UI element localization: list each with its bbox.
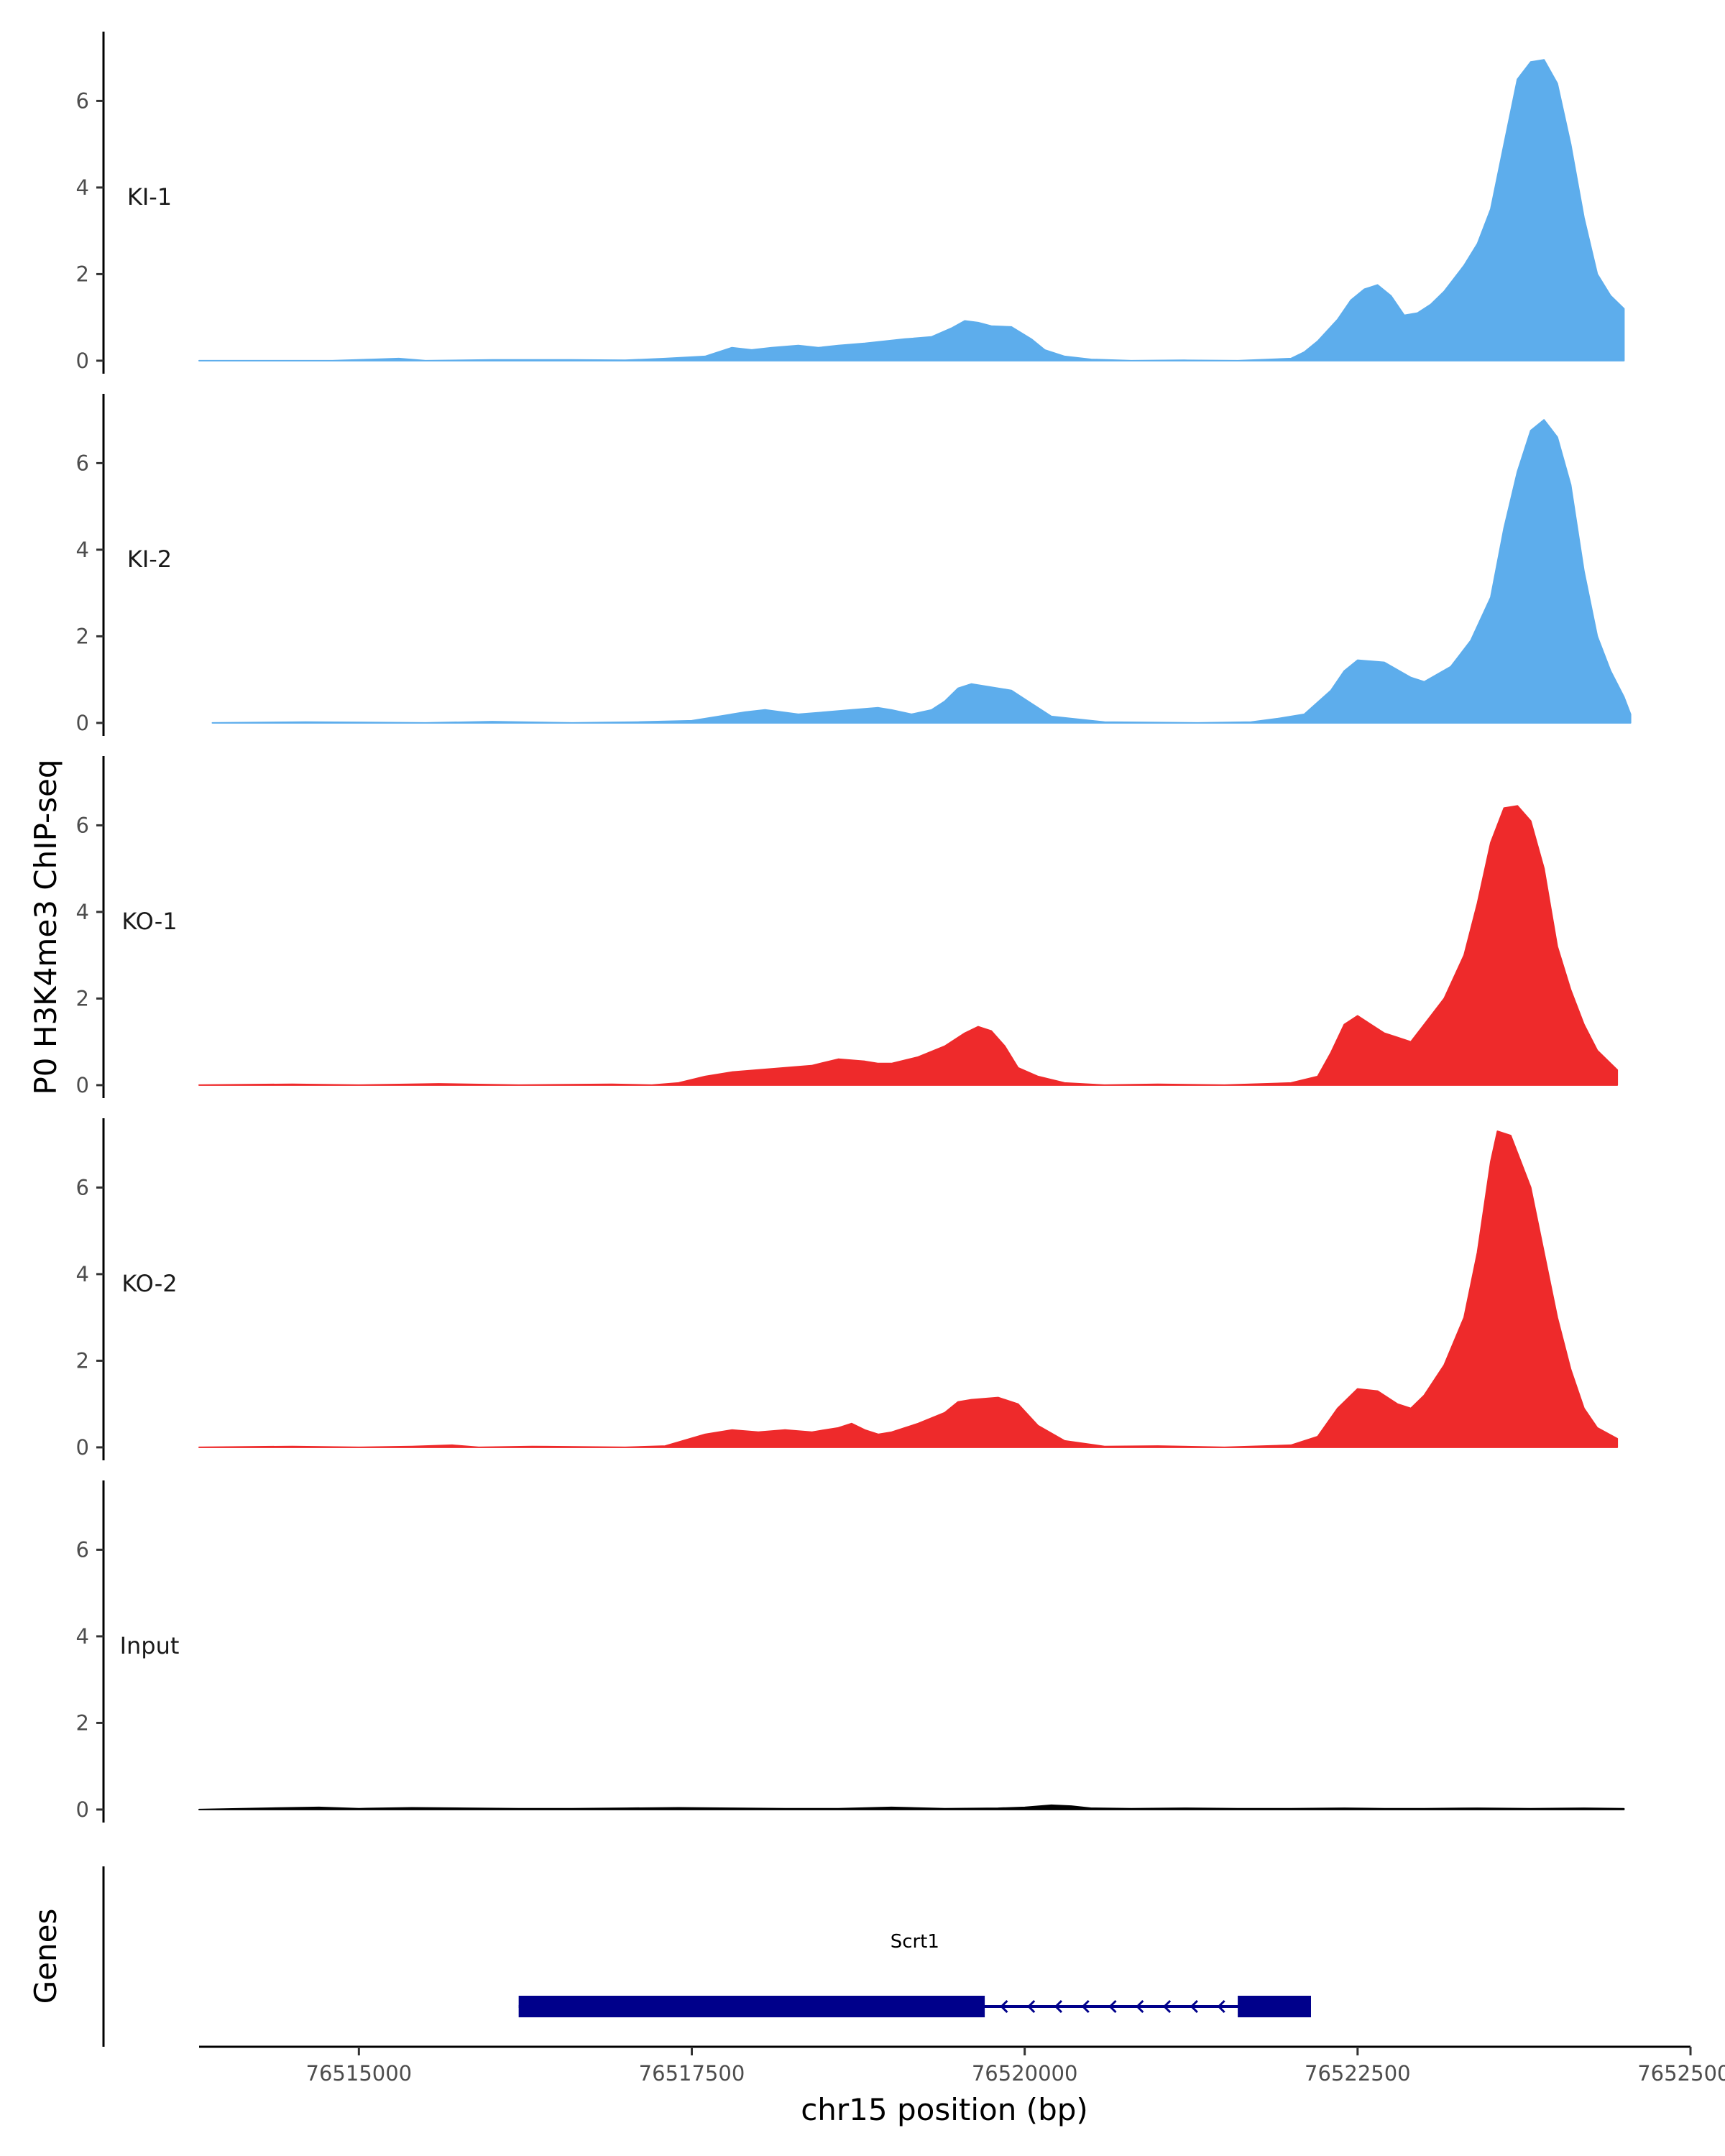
y-tick-label: 4 — [76, 1262, 89, 1286]
track-input: 0 2 4 6 Input — [76, 1480, 1625, 1823]
y-tick-label: 0 — [76, 711, 89, 735]
y-tick-label: 0 — [76, 1435, 89, 1460]
x-axis-title: chr15 position (bp) — [801, 2092, 1088, 2127]
y-tick-label: 2 — [76, 1348, 89, 1373]
signal-area-ko-2 — [198, 1130, 1619, 1448]
track-ko-1: 0 2 4 6 KO-1 — [76, 756, 1619, 1098]
signal-tracks: 0 2 4 6 KI-1 0 2 4 6 KI-2 0 2 4 6 KO-1 0 2 4 6 KO-2 0 2 4 6 Inpu… — [76, 32, 1632, 1823]
strand-arrow — [1081, 1999, 1090, 2014]
track-ki-1: 0 2 4 6 KI-1 — [76, 32, 1625, 374]
y-tick-label: 6 — [76, 88, 89, 113]
x-tick-label: 76525000 — [1637, 2061, 1725, 2086]
strand-arrow — [1162, 1999, 1172, 2014]
x-tick-label: 76522500 — [1305, 2061, 1411, 2086]
y-tick-label: 6 — [76, 1537, 89, 1562]
y-tick-label: 2 — [76, 1710, 89, 1735]
strand-arrow — [1054, 1999, 1063, 2014]
x-axis: 76515000 76517500 76520000 76522500 76525000 — [199, 2045, 1725, 2086]
x-tick-label: 76517500 — [639, 2061, 745, 2086]
x-tick-label: 76515000 — [306, 2061, 413, 2086]
y-tick-label: 2 — [76, 624, 89, 648]
y-tick-label: 2 — [76, 262, 89, 286]
genes-panel: Genes Scrt1 — [28, 1866, 1311, 2047]
gene-label: Scrt1 — [891, 1931, 939, 1953]
strand-arrow — [1000, 1999, 1008, 2014]
y-tick-label: 4 — [76, 1624, 89, 1649]
track-label: KI-2 — [127, 545, 172, 573]
x-tick-label: 76520000 — [972, 2061, 1078, 2086]
y-tick-label: 6 — [76, 813, 89, 837]
track-ko-2: 0 2 4 6 KO-2 — [76, 1118, 1619, 1460]
strand-arrow — [1027, 1999, 1036, 2014]
y-axis-title: P0 H3K4me3 ChIP-seq — [28, 759, 63, 1095]
strand-arrow — [1136, 1999, 1144, 2014]
gene-exon — [1238, 1996, 1311, 2017]
gene-exon — [518, 1996, 985, 2017]
signal-area-ko-1 — [198, 805, 1619, 1086]
strand-arrow — [1217, 1999, 1225, 2014]
track-label: KO-2 — [121, 1270, 177, 1297]
track-label: KO-1 — [121, 908, 177, 935]
y-tick-label: 0 — [76, 1797, 89, 1822]
y-tick-label: 0 — [76, 1073, 89, 1097]
y-tick-label: 4 — [76, 900, 89, 924]
signal-area-input — [198, 1804, 1625, 1810]
y-tick-label: 6 — [76, 451, 89, 475]
track-ki-2: 0 2 4 6 KI-2 — [76, 394, 1632, 736]
signal-area-ki-2 — [211, 419, 1632, 724]
y-tick-label: 4 — [76, 175, 89, 200]
y-tick-label: 2 — [76, 986, 89, 1010]
y-tick-label: 0 — [76, 349, 89, 373]
gene-scrt1: Scrt1 — [518, 1931, 1311, 2017]
genes-title: Genes — [28, 1909, 63, 2004]
strand-arrow — [1108, 1999, 1117, 2014]
strand-arrow — [1190, 1999, 1198, 2014]
y-tick-label: 6 — [76, 1175, 89, 1199]
track-label: KI-1 — [127, 183, 172, 211]
signal-area-ki-1 — [198, 59, 1625, 361]
y-tick-label: 4 — [76, 538, 89, 562]
track-label: Input — [120, 1632, 180, 1659]
